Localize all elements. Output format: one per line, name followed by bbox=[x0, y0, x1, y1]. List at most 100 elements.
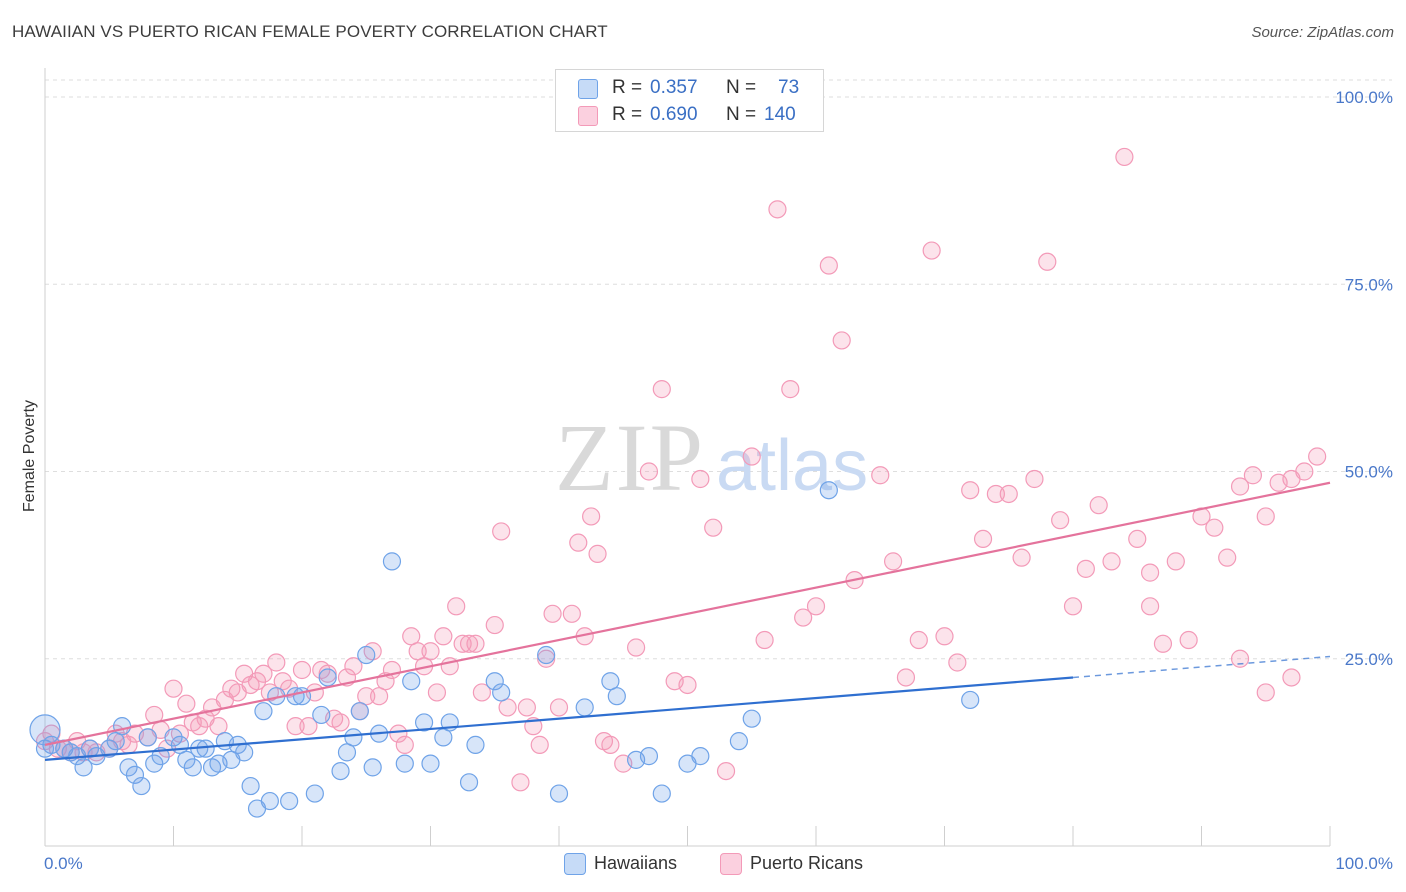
puerto-ricans-point bbox=[1051, 511, 1070, 530]
r-label: R = bbox=[612, 77, 643, 98]
puerto-ricans-point bbox=[1076, 559, 1095, 578]
puerto-ricans-point bbox=[492, 522, 511, 541]
puerto-ricans-point bbox=[299, 717, 318, 736]
n-value: 140 bbox=[764, 104, 796, 125]
puerto-ricans-point bbox=[626, 638, 646, 657]
puerto-ricans-point bbox=[961, 481, 980, 500]
puerto-ricans-point bbox=[1230, 649, 1250, 668]
puerto-ricans-point bbox=[254, 664, 273, 683]
hawaiians-point bbox=[305, 784, 324, 803]
puerto-ricans-point bbox=[999, 484, 1018, 504]
hawaiians-legend-label: Hawaiians bbox=[594, 853, 678, 873]
puerto-ricans-point bbox=[1012, 548, 1031, 567]
puerto-ricans-point bbox=[286, 717, 305, 736]
hawaiians-point bbox=[74, 758, 93, 777]
puerto-ricans-point bbox=[986, 484, 1006, 504]
gridlines bbox=[45, 79, 1392, 660]
puerto-ricans-point bbox=[344, 657, 363, 676]
hawaiians-point bbox=[312, 705, 331, 725]
hawaiians-point bbox=[119, 758, 138, 777]
puerto-ricans-point bbox=[582, 507, 601, 526]
puerto-ricans-point bbox=[421, 642, 440, 661]
y-tick-label: 25.0% bbox=[1345, 650, 1393, 669]
hawaiians-point bbox=[196, 739, 215, 758]
puerto-ricans-point bbox=[1025, 469, 1044, 489]
hawaiians-point bbox=[485, 672, 504, 691]
hawaiians-point bbox=[138, 728, 157, 747]
watermark-zip: ZIP bbox=[555, 404, 705, 511]
puerto-ricans-point bbox=[267, 653, 286, 672]
puerto-ricans-point bbox=[1038, 252, 1057, 271]
hawaiians-point bbox=[459, 773, 479, 792]
puerto-ricans-point bbox=[511, 773, 530, 792]
puerto-ricans-point bbox=[742, 447, 761, 466]
hawaiians-point bbox=[337, 743, 357, 762]
hawaiians-point bbox=[29, 714, 61, 746]
hawaiians-point bbox=[350, 702, 369, 721]
hawaiians-point bbox=[729, 732, 749, 751]
y-tick-label: 50.0% bbox=[1345, 463, 1393, 482]
puerto-ricans-point bbox=[447, 597, 466, 616]
puerto-ricans-point bbox=[331, 713, 350, 732]
hawaiians-point bbox=[177, 750, 196, 769]
puerto-ricans-point bbox=[370, 687, 389, 706]
puerto-ricans-point bbox=[1308, 447, 1327, 466]
puerto-ricans-point bbox=[209, 717, 228, 736]
hawaiians-point bbox=[575, 698, 594, 717]
hawaiians-point bbox=[607, 687, 626, 706]
x-tick-label: 0.0% bbox=[44, 854, 83, 873]
y-tick-label: 100.0% bbox=[1335, 88, 1393, 107]
hawaiians-point bbox=[537, 645, 556, 665]
chart-title: HAWAIIAN VS PUERTO RICAN FEMALE POVERTY … bbox=[12, 22, 608, 41]
hawaiians-point bbox=[164, 728, 183, 747]
puerto-ricans-point bbox=[1256, 683, 1275, 702]
puerto-ricans-point bbox=[588, 544, 607, 563]
puerto-ricans-point bbox=[530, 735, 549, 754]
puerto-ricans-point bbox=[922, 241, 941, 260]
puerto-ricans-point bbox=[292, 660, 312, 680]
puerto-ricans-point bbox=[652, 380, 671, 399]
puerto-ricans-point bbox=[543, 604, 562, 623]
puerto-ricans-point bbox=[357, 687, 376, 706]
puerto-ricans-point bbox=[1179, 630, 1198, 650]
puerto-ricans-point bbox=[1140, 597, 1160, 616]
puerto-ricans-point bbox=[453, 634, 472, 653]
puerto-ricans-point bbox=[549, 698, 569, 717]
puerto-ricans-point bbox=[498, 698, 517, 717]
puerto-ricans-point bbox=[806, 597, 826, 616]
y-axis-label: Female Poverty bbox=[21, 400, 38, 512]
hawaiians-point bbox=[145, 754, 164, 773]
puerto-ricans-legend-label: Puerto Ricans bbox=[750, 853, 864, 873]
puerto-ricans-point bbox=[691, 469, 710, 489]
hawaiians-legend-swatch bbox=[564, 853, 586, 875]
trend-lines bbox=[44, 481, 1331, 761]
puerto-ricans-point bbox=[896, 668, 916, 687]
hawaiians-point bbox=[357, 645, 376, 665]
hawaiians-point bbox=[235, 743, 254, 762]
hawaiians-point bbox=[260, 791, 279, 811]
puerto-ricans-point bbox=[909, 630, 928, 650]
puerto-ricans-point bbox=[704, 518, 723, 537]
hawaiians-point bbox=[742, 709, 761, 728]
puerto-ricans-point bbox=[948, 653, 967, 672]
puerto-ricans-point bbox=[1256, 507, 1275, 526]
puerto-ricans-point bbox=[768, 200, 787, 219]
puerto-ricans-point bbox=[1063, 597, 1083, 616]
puerto-ricans-point bbox=[794, 608, 813, 627]
puerto-ricans-point bbox=[177, 694, 196, 713]
hawaiians-trend-extension bbox=[1072, 655, 1331, 679]
hawaiians-point bbox=[466, 735, 485, 754]
puerto-ricans-point bbox=[755, 630, 774, 650]
puerto-ricans-point bbox=[459, 634, 479, 653]
n-value: 73 bbox=[778, 77, 800, 98]
hawaiians-point bbox=[125, 765, 145, 784]
hawaiians-point bbox=[280, 791, 299, 811]
hawaiians-point bbox=[402, 672, 421, 691]
source-label: Source: ZipAtlas.com bbox=[1251, 24, 1394, 41]
hawaiians-point bbox=[421, 754, 440, 773]
r-value: 0.357 bbox=[650, 77, 698, 98]
puerto-ricans-point bbox=[1243, 466, 1263, 485]
puerto-ricans-point bbox=[485, 615, 504, 635]
puerto-ricans-point bbox=[408, 642, 427, 661]
